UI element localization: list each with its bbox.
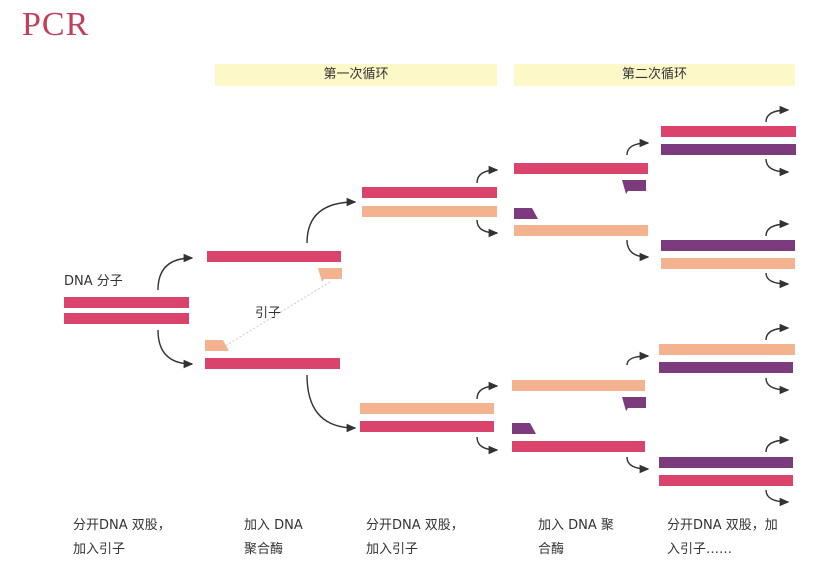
- primer-pointer: [221, 281, 331, 349]
- primer: [514, 208, 538, 219]
- flow-arrow-icon: [157, 253, 194, 291]
- dna-strand: [64, 313, 189, 324]
- flow-arrow-icon: [476, 381, 499, 400]
- primer: [205, 340, 229, 351]
- primer-label: 引子: [255, 306, 282, 321]
- flow-arrow-icon: [476, 436, 499, 455]
- flow-arrow-icon: [157, 329, 194, 369]
- step-5: 分开DNA 双股，加 入引子……: [667, 518, 778, 557]
- cycle-2-band: 第二次循环: [514, 64, 795, 86]
- cycle-1-band: 第一次循环: [215, 64, 497, 86]
- dna-strand: [514, 163, 648, 174]
- flow-arrow-icon: [306, 197, 357, 244]
- flow-arrow-icon: [765, 105, 790, 123]
- primer: [622, 180, 646, 194]
- flow-arrow-icon: [765, 158, 790, 177]
- dna-strand: [661, 144, 796, 155]
- dna-strand: [661, 240, 795, 251]
- dna-strand: [661, 126, 796, 137]
- dna-strand: [512, 380, 645, 391]
- dna-strand: [659, 475, 793, 486]
- primer: [622, 397, 646, 411]
- flow-arrow-icon: [765, 219, 790, 237]
- flow-arrow-icon: [765, 272, 790, 289]
- flow-arrow-icon: [626, 456, 650, 474]
- flow-arrow-icon: [476, 165, 499, 184]
- dna-strand: [512, 441, 645, 452]
- flow-arrow-icon: [765, 435, 790, 453]
- flow-arrow-icon: [476, 219, 499, 238]
- flow-arrow-icon: [626, 239, 650, 262]
- dna-strand: [362, 206, 497, 217]
- page-title: PCR: [22, 6, 90, 43]
- dna-strand: [659, 362, 793, 373]
- flow-arrow-icon: [306, 374, 357, 433]
- dna-strand: [360, 403, 494, 414]
- flow-arrow-icon: [765, 489, 790, 507]
- dna-strand: [360, 421, 494, 432]
- dna-strand: [661, 258, 795, 269]
- primer: [318, 268, 342, 282]
- dna-strand: [64, 297, 189, 308]
- dna-strand: [362, 187, 497, 198]
- dna-molecule-label: DNA 分子: [64, 274, 123, 289]
- step-1: 分开DNA 双股， 加入引子: [73, 518, 171, 557]
- step-3: 分开DNA 双股， 加入引子: [366, 518, 464, 557]
- dna-strand: [205, 358, 340, 369]
- flow-arrow-icon: [626, 351, 650, 366]
- step-2: 加入 DNA 聚合酶: [244, 518, 303, 557]
- dna-strand: [207, 251, 341, 262]
- dna-strand: [514, 225, 648, 236]
- primer: [512, 423, 536, 434]
- dna-strand: [659, 457, 793, 468]
- dna-strand: [659, 344, 795, 355]
- step-4: 加入 DNA 聚合酶: [538, 518, 614, 557]
- flow-arrow-icon: [626, 138, 650, 156]
- flow-arrow-icon: [765, 377, 790, 395]
- flow-arrow-icon: [765, 323, 790, 341]
